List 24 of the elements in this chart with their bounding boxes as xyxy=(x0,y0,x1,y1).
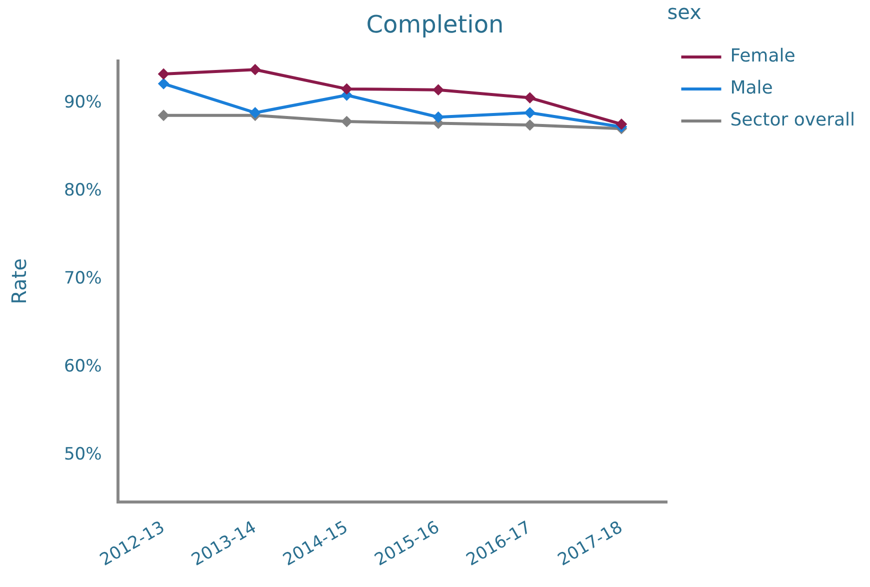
point xyxy=(524,107,536,118)
legend-title: sex xyxy=(667,0,702,24)
point xyxy=(250,64,261,76)
legend-label: Male xyxy=(730,78,773,99)
y-tick-label: 70% xyxy=(64,268,102,289)
point xyxy=(341,116,352,128)
point xyxy=(524,92,536,104)
y-tick-label: 50% xyxy=(64,444,102,465)
point xyxy=(524,120,536,131)
y-tick-label: 80% xyxy=(64,180,102,201)
y-axis-title: Rate xyxy=(7,258,32,304)
legend-label: Sector overall xyxy=(730,110,856,131)
point xyxy=(432,84,444,96)
point xyxy=(158,68,170,80)
point xyxy=(432,112,444,123)
point xyxy=(616,118,627,130)
y-tick-label: 90% xyxy=(64,92,102,112)
point xyxy=(158,110,170,121)
point xyxy=(341,83,352,94)
legend-label: Female xyxy=(730,46,796,67)
y-tick-label: 60% xyxy=(64,356,102,377)
chart-title: Completion xyxy=(366,10,504,39)
point xyxy=(158,78,170,90)
point xyxy=(250,107,261,118)
